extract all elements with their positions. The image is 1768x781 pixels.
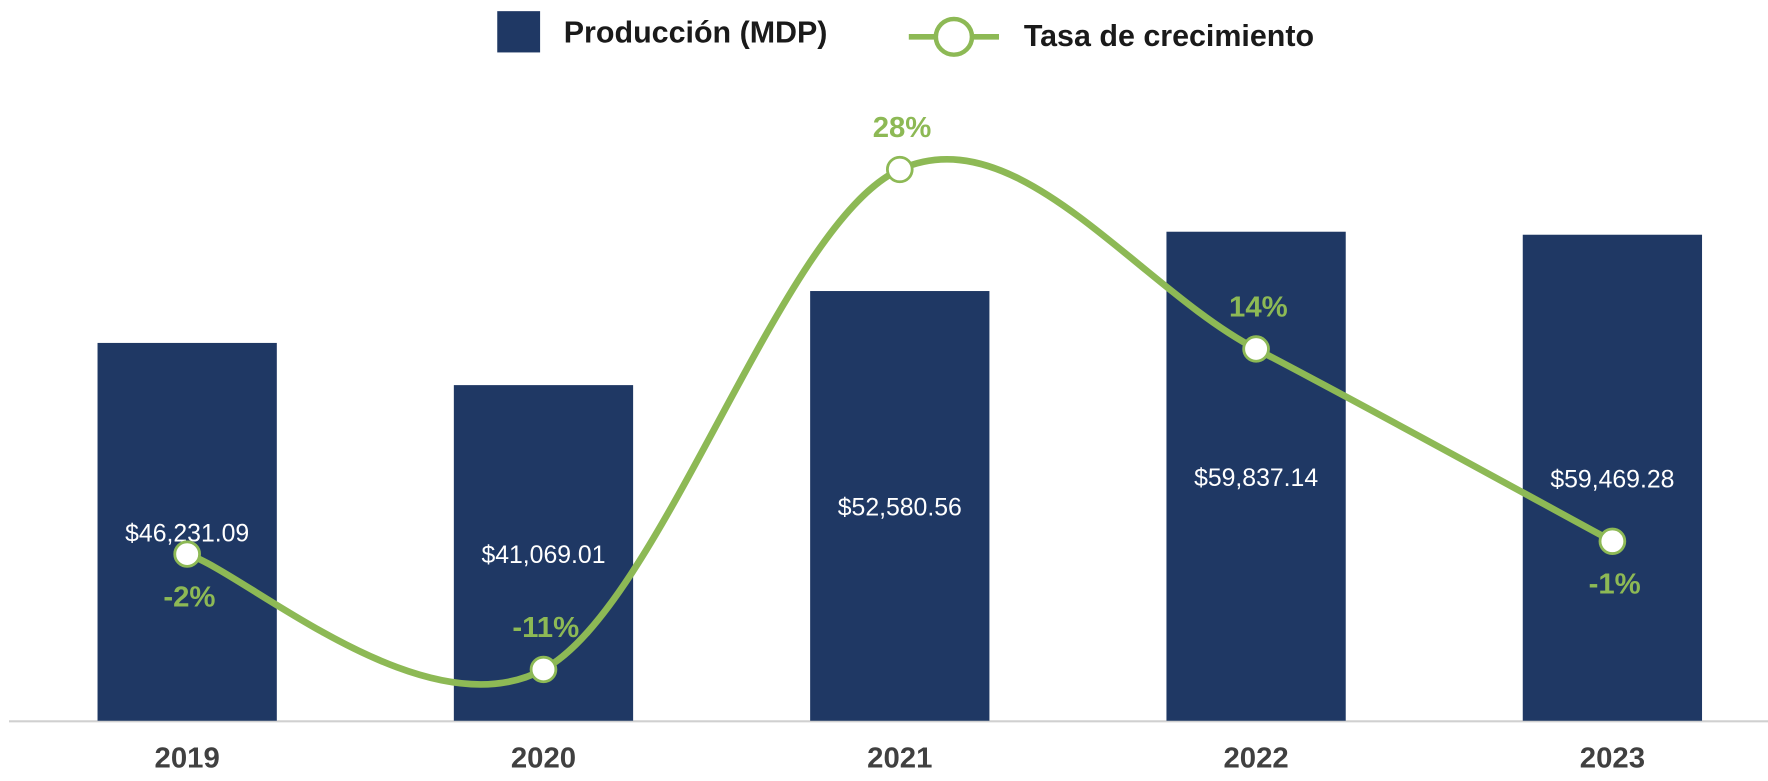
bar-value-label: $59,469.28 bbox=[1550, 467, 1674, 494]
line-value-label: 14% bbox=[1229, 292, 1288, 324]
bar bbox=[97, 342, 277, 721]
line-marker bbox=[1242, 335, 1270, 363]
bar-value-label: $41,069.01 bbox=[481, 542, 605, 569]
legend-label: Producción (MDP) bbox=[564, 17, 828, 50]
line bbox=[183, 155, 1616, 688]
bar bbox=[1522, 234, 1703, 721]
bar bbox=[810, 291, 990, 721]
line-value-label: -11% bbox=[512, 612, 579, 644]
x-tick-label: 2021 bbox=[867, 743, 932, 775]
line-marker bbox=[173, 540, 201, 568]
line-value-label: -2% bbox=[163, 582, 215, 614]
bar-value-label: $52,580.56 bbox=[838, 495, 962, 522]
x-tick-label: 2022 bbox=[1223, 743, 1288, 775]
line-value-label: 28% bbox=[873, 112, 932, 144]
x-tick-label: 2023 bbox=[1580, 743, 1645, 775]
legend-marker bbox=[933, 16, 975, 57]
line-marker bbox=[529, 655, 558, 684]
line-marker bbox=[1598, 527, 1627, 555]
x-tick-label: 2019 bbox=[155, 743, 220, 775]
legend-label: Tasa de crecimiento bbox=[1024, 20, 1314, 53]
legend-swatch bbox=[497, 11, 541, 53]
line-marker bbox=[885, 155, 914, 184]
x-tick-label: 2020 bbox=[511, 743, 576, 775]
bar-value-label: $59,837.14 bbox=[1194, 465, 1318, 492]
line-value-label: -1% bbox=[1589, 569, 1641, 601]
